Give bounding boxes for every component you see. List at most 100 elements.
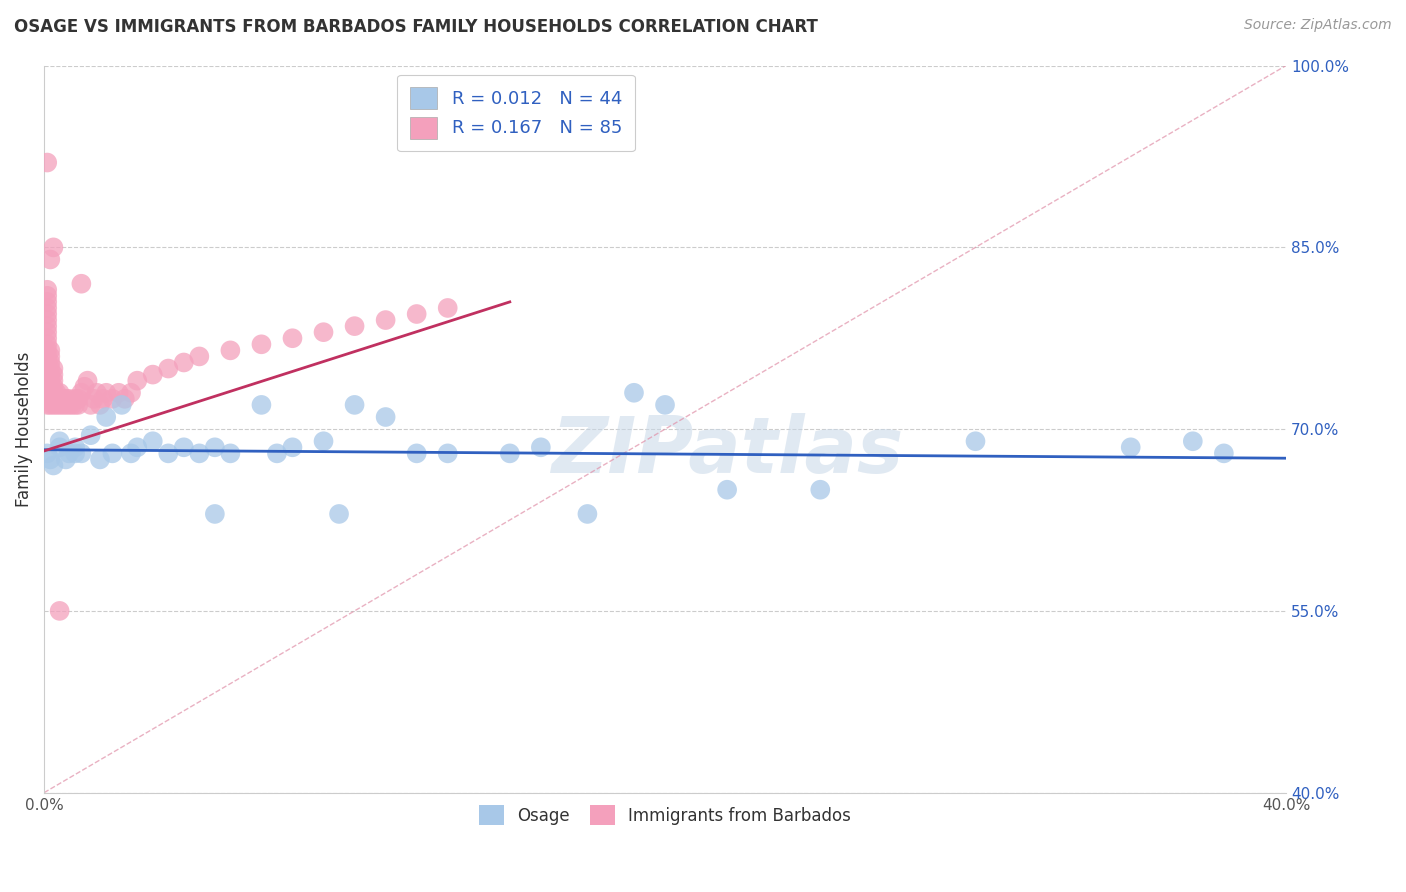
Point [39, 398, 62, 412]
Point [91, 392, 114, 406]
Point [37, 361, 59, 376]
Point [576, 507, 599, 521]
Point [37, 313, 59, 327]
Point [39, 350, 62, 364]
Point [45, 385, 67, 400]
Point [37, 283, 59, 297]
Point [48, 392, 70, 406]
Point [63, 446, 86, 460]
Point [188, 350, 211, 364]
Point [48, 385, 70, 400]
Point [120, 446, 142, 460]
Point [39, 252, 62, 267]
Point [142, 434, 165, 449]
Point [436, 446, 458, 460]
Point [808, 483, 831, 497]
Point [37, 343, 59, 358]
Point [67, 392, 90, 406]
Point [86, 385, 108, 400]
Point [39, 374, 62, 388]
Point [48, 604, 70, 618]
Point [188, 446, 211, 460]
Point [101, 392, 124, 406]
Point [52, 392, 75, 406]
Point [623, 385, 645, 400]
Point [1212, 446, 1234, 460]
Point [312, 325, 335, 339]
Point [120, 385, 142, 400]
Point [343, 319, 366, 334]
Point [37, 392, 59, 406]
Point [37, 331, 59, 345]
Point [39, 343, 62, 358]
Point [219, 446, 242, 460]
Point [52, 398, 75, 412]
Point [39, 361, 62, 376]
Point [37, 385, 59, 400]
Point [37, 350, 59, 364]
Point [63, 440, 86, 454]
Point [37, 355, 59, 369]
Point [39, 385, 62, 400]
Point [405, 446, 427, 460]
Point [45, 392, 67, 406]
Point [654, 398, 676, 412]
Point [37, 325, 59, 339]
Point [79, 398, 101, 412]
Point [37, 398, 59, 412]
Text: OSAGE VS IMMIGRANTS FROM BARBADOS FAMILY HOUSEHOLDS CORRELATION CHART: OSAGE VS IMMIGRANTS FROM BARBADOS FAMILY… [14, 18, 818, 36]
Point [107, 385, 129, 400]
Point [266, 446, 288, 460]
Point [73, 380, 96, 394]
Text: Source: ZipAtlas.com: Source: ZipAtlas.com [1244, 18, 1392, 32]
Point [37, 155, 59, 169]
Point [127, 374, 149, 388]
Point [204, 507, 226, 521]
Point [79, 428, 101, 442]
Point [37, 380, 59, 394]
Point [70, 277, 93, 291]
Point [405, 307, 427, 321]
Point [142, 368, 165, 382]
Point [42, 392, 65, 406]
Point [111, 398, 134, 412]
Point [60, 398, 83, 412]
Point [281, 440, 304, 454]
Point [173, 355, 195, 369]
Point [39, 368, 62, 382]
Point [83, 392, 105, 406]
Point [37, 289, 59, 303]
Point [55, 392, 77, 406]
Point [67, 398, 90, 412]
Point [716, 483, 738, 497]
Point [42, 458, 65, 473]
Point [312, 434, 335, 449]
Point [48, 434, 70, 449]
Point [37, 307, 59, 321]
Text: ZIPatlas: ZIPatlas [551, 413, 903, 489]
Point [374, 313, 396, 327]
Point [58, 392, 80, 406]
Point [39, 380, 62, 394]
Point [250, 398, 273, 412]
Point [39, 392, 62, 406]
Point [436, 301, 458, 315]
Legend: Osage, Immigrants from Barbados: Osage, Immigrants from Barbados [470, 795, 860, 835]
Point [499, 446, 522, 460]
Point [37, 374, 59, 388]
Point [250, 337, 273, 351]
Point [55, 398, 77, 412]
Point [1181, 434, 1204, 449]
Point [48, 440, 70, 454]
Point [37, 446, 59, 460]
Point [965, 434, 987, 449]
Point [37, 319, 59, 334]
Point [89, 398, 111, 412]
Point [157, 446, 180, 460]
Point [42, 374, 65, 388]
Point [37, 301, 59, 315]
Point [1119, 440, 1142, 454]
Point [37, 337, 59, 351]
Point [219, 343, 242, 358]
Point [114, 392, 136, 406]
